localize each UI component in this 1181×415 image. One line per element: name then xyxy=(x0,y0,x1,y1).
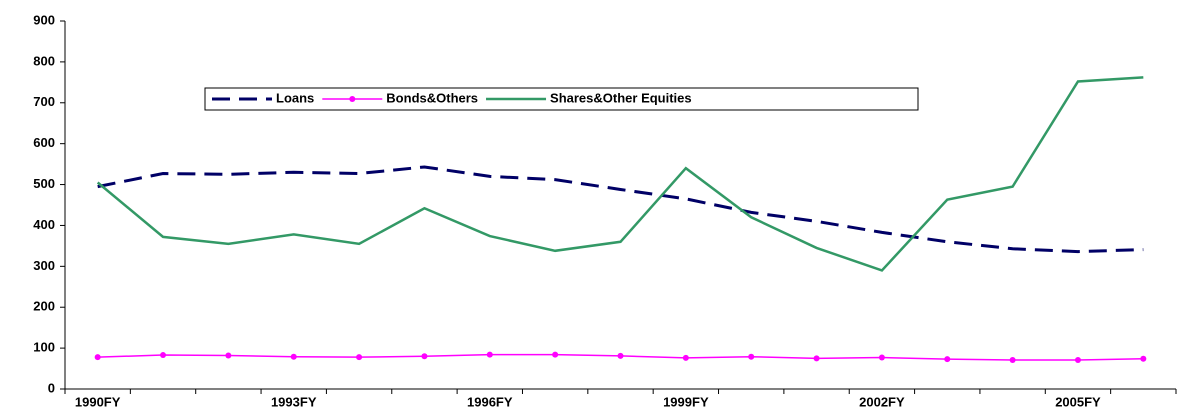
series-line xyxy=(97,165,1144,254)
y-tick-label: 300 xyxy=(33,258,55,273)
marker xyxy=(1074,356,1081,363)
marker xyxy=(878,354,885,361)
series-line xyxy=(96,76,1144,272)
marker xyxy=(225,352,232,359)
marker xyxy=(356,354,363,361)
y-tick-label: 800 xyxy=(33,53,55,68)
marker xyxy=(748,353,755,360)
x-tick-label: 1996FY xyxy=(467,394,513,409)
y-tick-label: 600 xyxy=(33,135,55,150)
y-tick-label: 900 xyxy=(33,12,55,27)
marker xyxy=(552,351,559,358)
x-tick-label: 1990FY xyxy=(75,394,121,409)
marker xyxy=(160,352,167,359)
marker xyxy=(944,356,951,363)
x-tick-label: 1999FY xyxy=(663,394,709,409)
marker xyxy=(290,353,297,360)
legend-marker xyxy=(349,96,356,102)
y-tick-label: 100 xyxy=(33,340,55,355)
y-tick-label: 500 xyxy=(33,176,55,191)
x-tick-label: 2002FY xyxy=(859,394,905,409)
marker xyxy=(1140,355,1147,362)
marker xyxy=(813,355,820,362)
legend-box xyxy=(204,87,919,111)
legend-label: Bonds&Others xyxy=(386,90,478,105)
marker xyxy=(617,352,624,359)
y-tick-label: 0 xyxy=(48,380,55,395)
marker xyxy=(421,353,428,360)
y-tick-label: 700 xyxy=(33,94,55,109)
y-tick-label: 400 xyxy=(33,217,55,232)
marker xyxy=(94,354,101,361)
x-tick-label: 1993FY xyxy=(271,394,317,409)
marker xyxy=(682,354,689,361)
marker xyxy=(1009,356,1016,363)
legend-label: Shares&Other Equities xyxy=(550,90,692,105)
y-tick-label: 200 xyxy=(33,299,55,314)
legend: Loans Bonds&Others Shares&Other Equities xyxy=(204,87,919,111)
legend-label: Loans xyxy=(276,90,314,105)
marker xyxy=(486,351,493,358)
x-tick-label: 2005FY xyxy=(1055,394,1101,409)
